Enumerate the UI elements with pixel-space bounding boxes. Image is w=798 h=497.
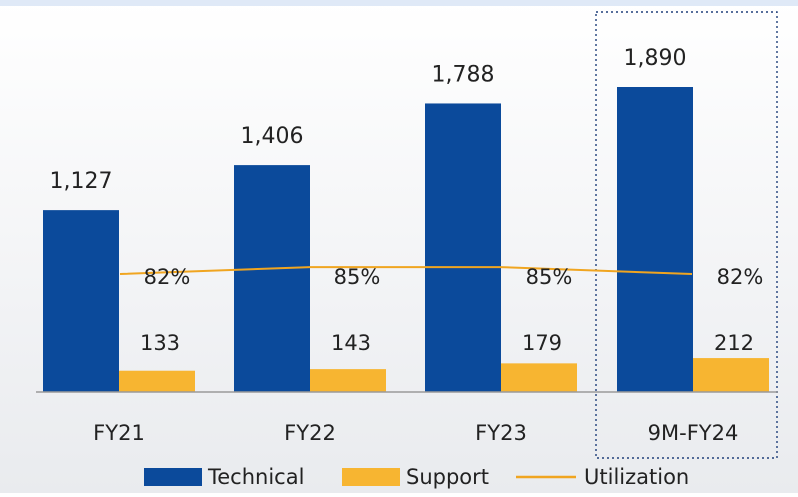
support-bar bbox=[693, 358, 769, 392]
highlight-box bbox=[595, 11, 778, 459]
utilization-value-label: 82% bbox=[144, 265, 191, 289]
support-bar bbox=[501, 363, 577, 392]
support-bar bbox=[310, 369, 386, 392]
technical-bar bbox=[617, 87, 693, 392]
utilization-value-label: 82% bbox=[717, 265, 764, 289]
category-label: 9M-FY24 bbox=[648, 421, 739, 445]
utilization-value-label: 85% bbox=[334, 265, 381, 289]
utilization-line bbox=[119, 266, 693, 275]
category-label: FY22 bbox=[284, 421, 336, 445]
legend-swatch-support bbox=[342, 468, 400, 486]
technical-bar bbox=[234, 165, 310, 392]
technical-value-label: 1,890 bbox=[624, 46, 687, 71]
support-value-label: 212 bbox=[714, 331, 754, 355]
support-bar bbox=[119, 370, 195, 392]
support-value-label: 143 bbox=[331, 331, 371, 355]
top-accent-bar bbox=[0, 0, 798, 6]
technical-bar bbox=[425, 103, 501, 392]
technical-bar bbox=[43, 210, 119, 392]
legend-swatch-technical bbox=[144, 468, 202, 486]
support-value-label: 133 bbox=[140, 331, 180, 355]
legend-label-technical: Technical bbox=[207, 465, 304, 489]
technical-value-label: 1,788 bbox=[432, 62, 495, 87]
technical-value-label: 1,406 bbox=[241, 124, 304, 149]
legend-label-utilization: Utilization bbox=[584, 465, 689, 489]
category-label: FY23 bbox=[475, 421, 527, 445]
technical-value-label: 1,127 bbox=[50, 169, 113, 194]
support-value-label: 179 bbox=[522, 331, 562, 355]
utilization-value-label: 85% bbox=[526, 265, 573, 289]
category-label: FY21 bbox=[93, 421, 145, 445]
legend-label-support: Support bbox=[406, 465, 489, 489]
